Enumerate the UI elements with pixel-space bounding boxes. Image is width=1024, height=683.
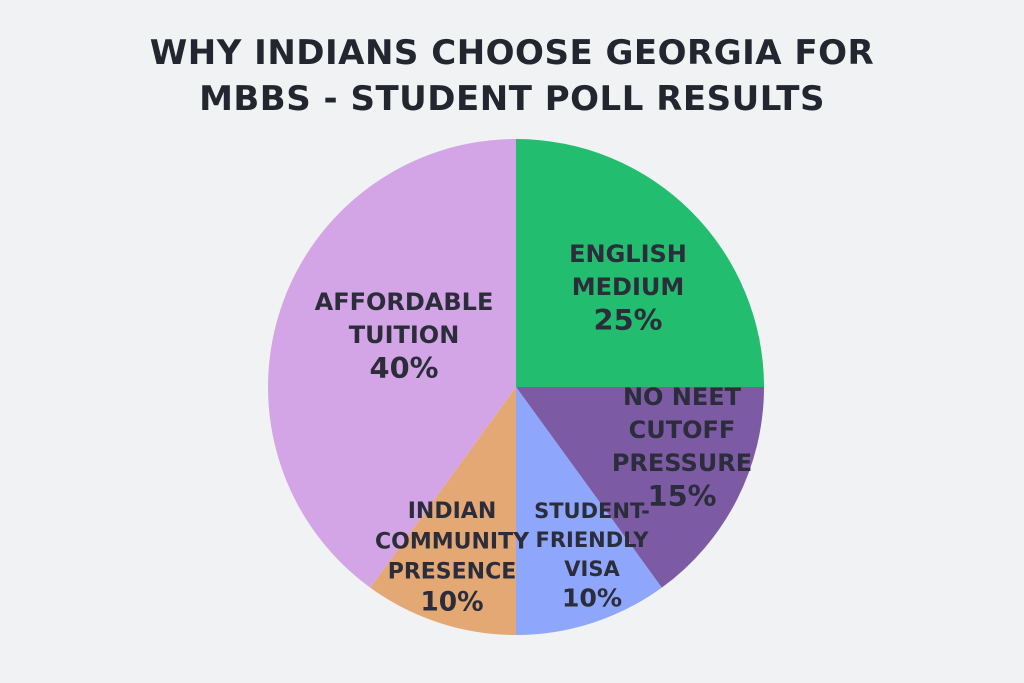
slice-label-line: FRIENDLY xyxy=(536,528,650,552)
chart-title: WHY INDIANS CHOOSE GEORGIA FOR MBBS - ST… xyxy=(0,30,1024,122)
slice-label-line: COMMUNITY xyxy=(375,529,530,554)
pie-slice-3 xyxy=(370,387,516,635)
slice-value-label: 15% xyxy=(648,479,717,513)
pie-slice-1 xyxy=(516,387,765,588)
slice-label-line: PRESSURE xyxy=(612,449,752,477)
chart-title-line-2: MBBS - STUDENT POLL RESULTS xyxy=(199,79,825,119)
slice-label-line: VISA xyxy=(564,557,620,581)
slice-label-line: TUITION xyxy=(349,321,460,349)
slice-label-0: ENGLISH MEDIUM 25% xyxy=(569,240,687,337)
slice-label-line: NO NEET xyxy=(623,383,742,411)
pie-slice-0 xyxy=(516,139,764,387)
slice-value-label: 25% xyxy=(594,303,663,337)
slice-label-line: MEDIUM xyxy=(572,273,685,301)
slice-value-label: 10% xyxy=(420,587,483,618)
pie-slice-2 xyxy=(516,387,662,635)
chart-title-line-1: WHY INDIANS CHOOSE GEORGIA FOR xyxy=(149,33,875,73)
slice-label-line: CUTOFF xyxy=(629,416,736,444)
slice-value-label: 10% xyxy=(562,583,622,612)
slice-label-1: NO NEET CUTOFF PRESSURE 15% xyxy=(612,383,752,513)
slice-label-line: AFFORDABLE xyxy=(315,288,494,316)
slice-value-label: 40% xyxy=(370,351,439,385)
slice-label-line: ENGLISH xyxy=(569,240,687,268)
slice-label-2: STUDENT- FRIENDLY VISA 10% xyxy=(534,499,650,612)
slice-label-line: INDIAN xyxy=(408,499,496,524)
slice-label-3: INDIAN COMMUNITY PRESENCE 10% xyxy=(375,499,530,618)
slice-label-line: STUDENT- xyxy=(534,499,650,523)
pie-slice-4 xyxy=(267,139,516,588)
slice-label-line: PRESENCE xyxy=(388,560,517,585)
slice-label-4: AFFORDABLE TUITION 40% xyxy=(315,288,494,385)
